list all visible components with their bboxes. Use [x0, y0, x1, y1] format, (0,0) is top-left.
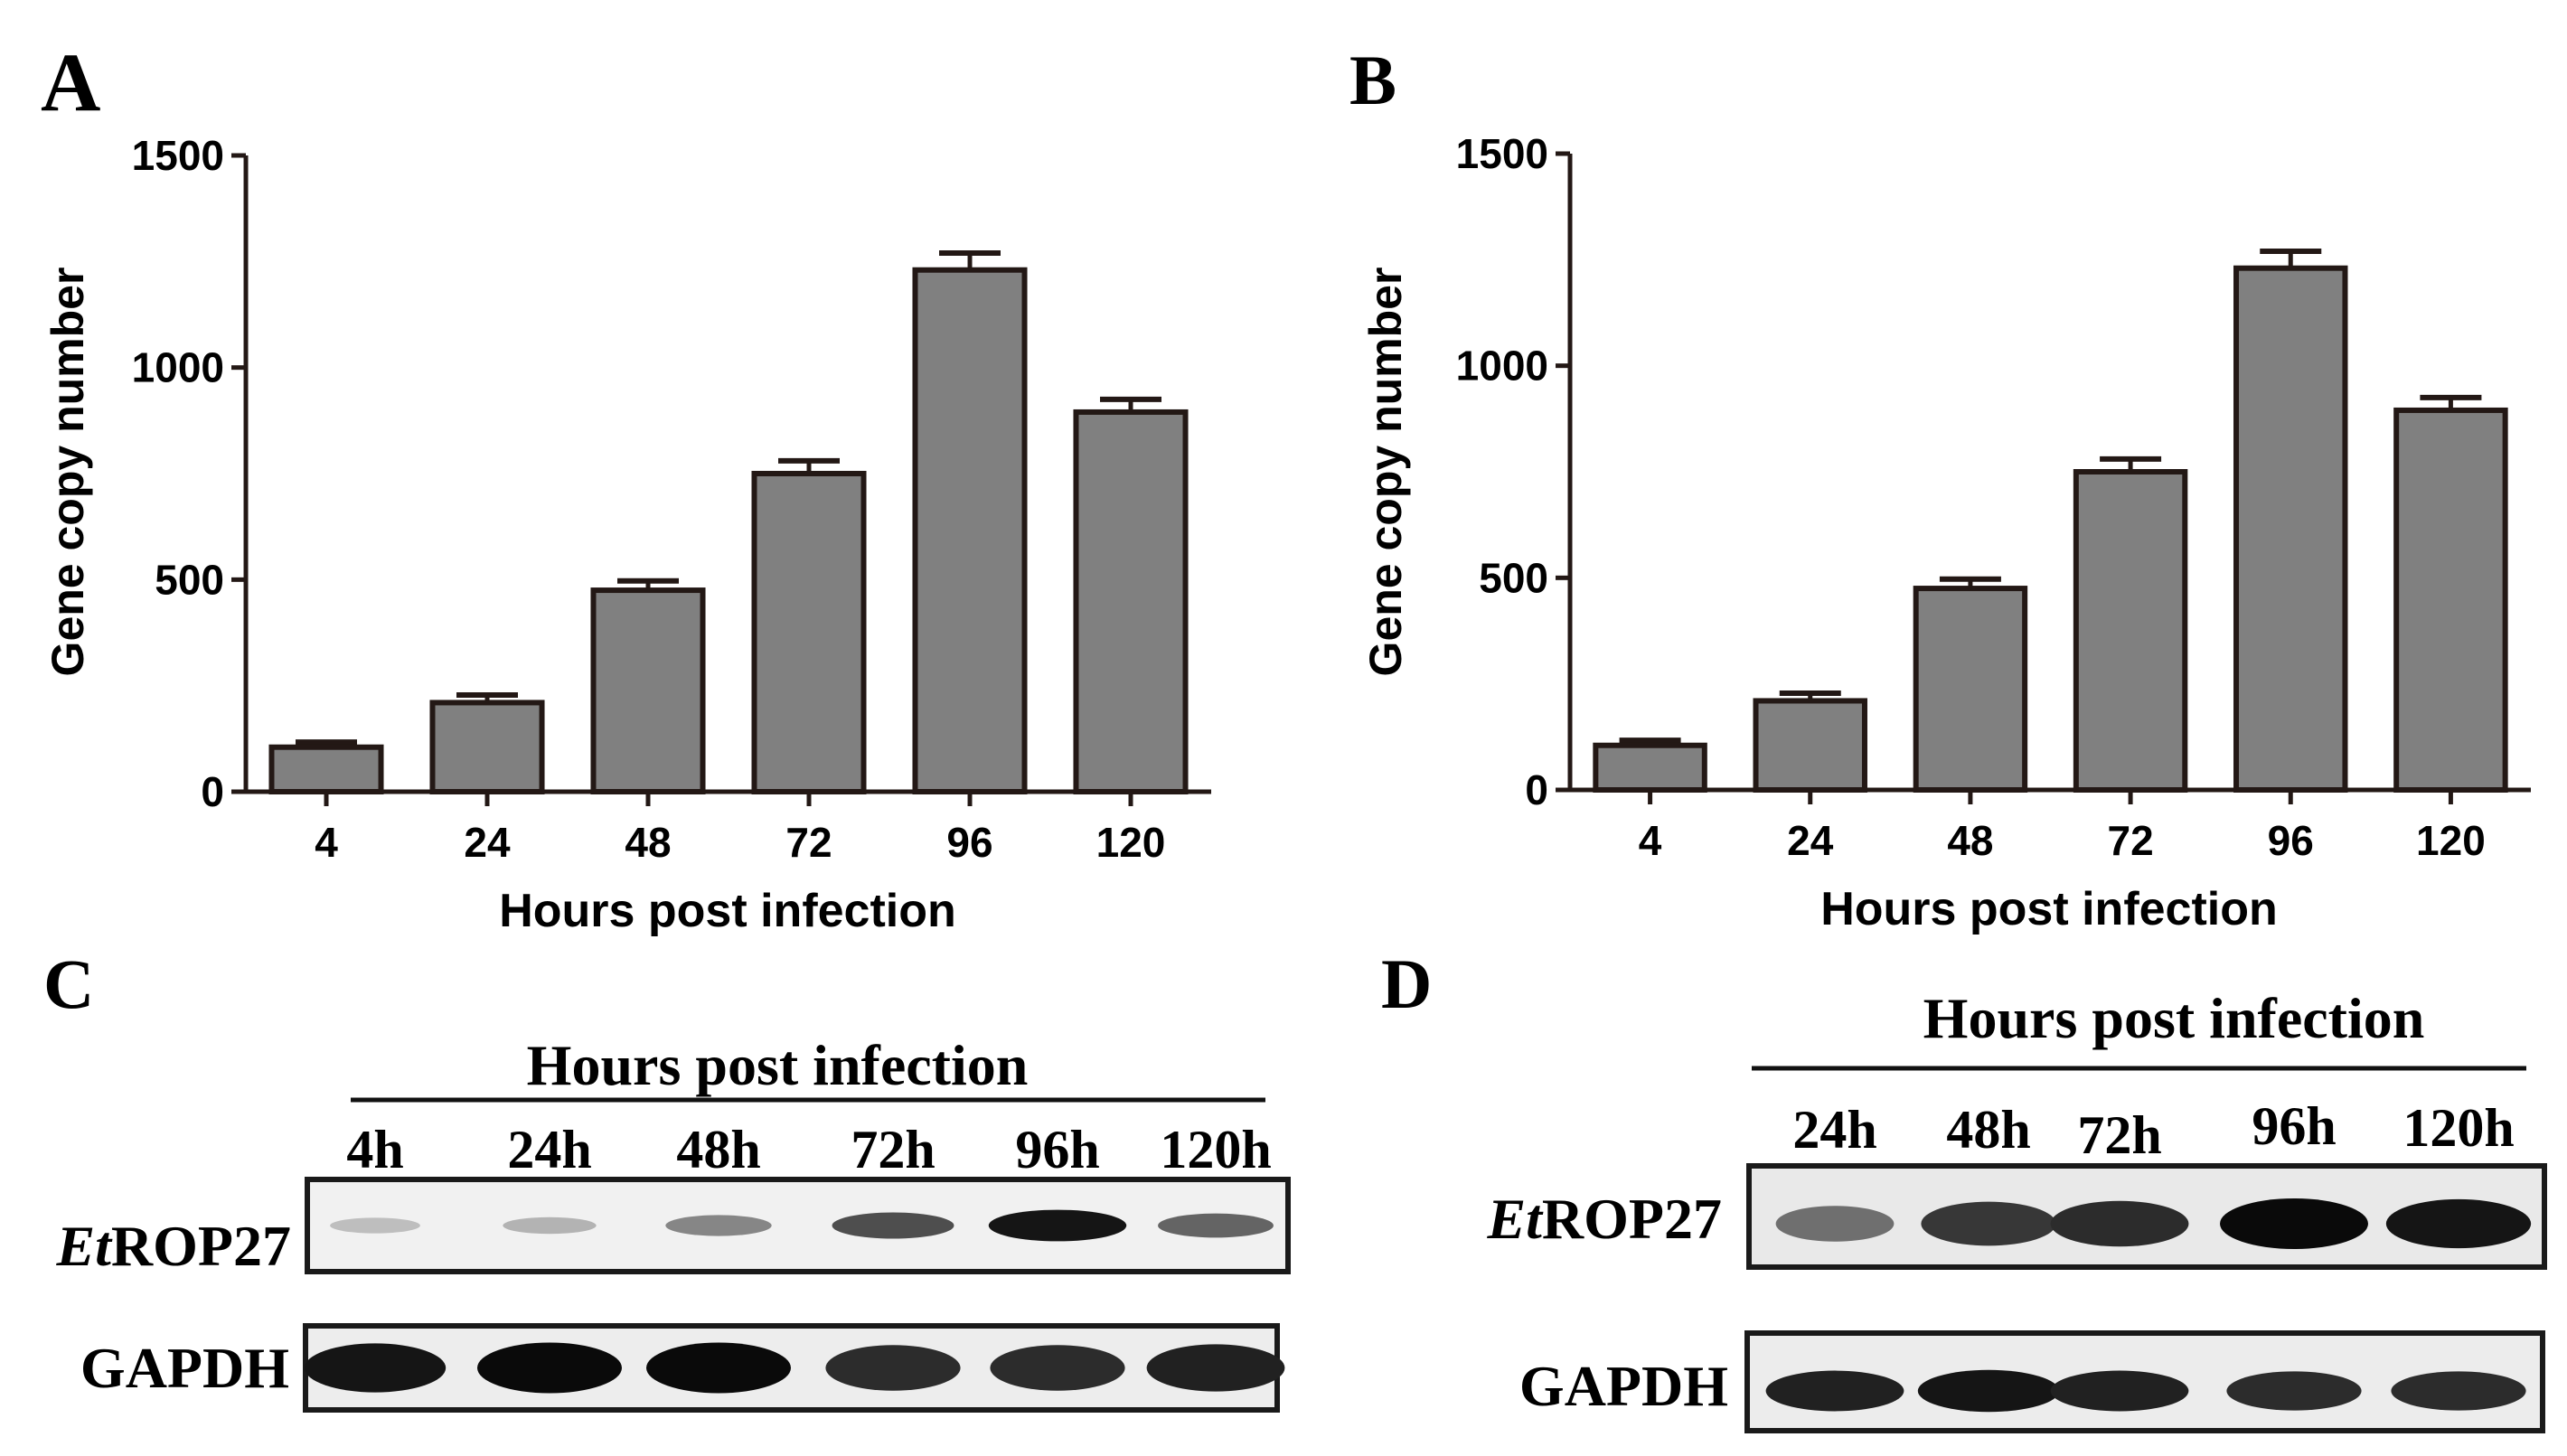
bar [429, 700, 545, 794]
blot-band [1765, 1370, 1904, 1412]
blot-row-label-text: GAPDH [80, 1336, 289, 1400]
blot-band [2220, 1198, 2368, 1249]
y-tick-label: 1000 [1456, 343, 1548, 390]
panel-letter-c: C [43, 944, 94, 1023]
bar [912, 267, 1028, 795]
blot-header: Hours post infection [1923, 986, 2425, 1050]
y-axis-label: Gene copy number [42, 268, 93, 677]
x-tick-label: 4 [1639, 817, 1662, 864]
lane-label: 72h [2077, 1105, 2161, 1165]
lane-label: 72h [851, 1120, 935, 1179]
blot-row-label-text: ROP27 [111, 1214, 291, 1278]
blot-band [503, 1216, 597, 1235]
blot-row-label: EtROP27 [55, 1214, 291, 1278]
lane-label: 48h [676, 1120, 760, 1179]
panel-letter-d: D [1381, 944, 1432, 1023]
x-tick-label: 72 [785, 819, 832, 866]
bar [268, 744, 384, 794]
blot-row-label-italic: Et [55, 1214, 113, 1278]
blot-band [825, 1345, 961, 1391]
blot-band [832, 1212, 954, 1239]
panel-letter-b: B [1349, 41, 1396, 119]
lane-label: 48h [1946, 1100, 2030, 1160]
lane-label: 120h [2402, 1098, 2514, 1158]
blot-band [2050, 1200, 2189, 1247]
bar [751, 471, 867, 794]
blot-band [1921, 1201, 2056, 1246]
x-tick-label: 120 [1096, 819, 1166, 866]
bar [2233, 265, 2348, 794]
x-tick-label: 48 [1947, 817, 1993, 864]
bar [590, 587, 706, 794]
bar [1073, 409, 1189, 794]
blot-band [304, 1343, 447, 1393]
y-tick-label: 1500 [1456, 130, 1548, 177]
blot-membrane [303, 1323, 1280, 1413]
blot-row-label: GAPDH [1519, 1354, 1728, 1418]
blot-band [330, 1217, 420, 1234]
blot-band [477, 1342, 622, 1394]
blot-band [2226, 1371, 2362, 1411]
y-tick-label: 0 [201, 768, 224, 815]
x-tick-label: 24 [464, 819, 511, 866]
blot-band [1146, 1344, 1285, 1392]
x-axis-label: Hours post infection [499, 885, 956, 937]
blot-membrane [305, 1177, 1291, 1274]
x-axis-label: Hours post infection [1820, 883, 2278, 935]
lane-label: 24h [507, 1120, 591, 1179]
x-tick-label: 48 [625, 819, 671, 866]
blot-row-label: EtROP27 [1486, 1187, 1722, 1251]
lane-label: 96h [1015, 1120, 1099, 1179]
blot-row-label-text: ROP27 [1542, 1187, 1722, 1251]
bar-chart-b: 0 500 1000 1500 4 24 48 72 96 120 Gene copy numbe… [1360, 130, 2531, 935]
lane-label: 24h [1792, 1100, 1876, 1160]
panel-letter-a: A [41, 36, 100, 128]
y-tick-label: 0 [1525, 766, 1548, 813]
x-tick-label: 72 [2107, 817, 2153, 864]
blot-row-label-italic: Et [1486, 1187, 1544, 1251]
lane-label: 96h [2252, 1096, 2336, 1156]
x-tick-label: 120 [2416, 817, 2486, 864]
y-tick-label: 500 [1479, 554, 1548, 601]
bar [2073, 469, 2188, 793]
blot-band [988, 1209, 1127, 1242]
blot-band [2391, 1371, 2526, 1411]
bar [2393, 407, 2508, 793]
blot-row-label-text: GAPDH [1519, 1354, 1728, 1418]
blot-band [1775, 1206, 1895, 1242]
blot-header: Hours post infection [527, 1033, 1029, 1097]
blot-band [2050, 1370, 2189, 1412]
blot-band [665, 1215, 772, 1236]
bar [1593, 742, 1707, 793]
bar-chart-a: 0 500 1000 1500 4 24 48 72 96 120 Gene copy numbe… [42, 132, 1211, 937]
bar [1913, 586, 2028, 793]
y-tick-label: 500 [155, 556, 224, 603]
blot-row-label: GAPDH [80, 1336, 289, 1400]
x-tick-label: 4 [315, 819, 338, 866]
lane-label: 4h [346, 1120, 403, 1179]
y-axis-label: Gene copy number [1360, 268, 1411, 677]
western-blot-c: Hours post infection 4h 24h 48h 72h 96h 120h … [55, 1033, 1291, 1413]
blot-band [1917, 1369, 2060, 1413]
bar [1753, 698, 1867, 793]
blot-band [2385, 1198, 2532, 1249]
blot-band [990, 1345, 1125, 1391]
x-tick-label: 96 [946, 819, 992, 866]
blot-band [1158, 1213, 1274, 1238]
western-blot-d: Hours post infection 24h 48h 72h 96h 120h Et… [1486, 986, 2547, 1433]
blot-band [646, 1342, 791, 1394]
x-tick-label: 24 [1787, 817, 1834, 864]
x-tick-label: 96 [2268, 817, 2314, 864]
y-tick-label: 1500 [132, 132, 224, 179]
lane-label: 120h [1160, 1120, 1271, 1179]
y-tick-label: 1000 [132, 344, 224, 391]
